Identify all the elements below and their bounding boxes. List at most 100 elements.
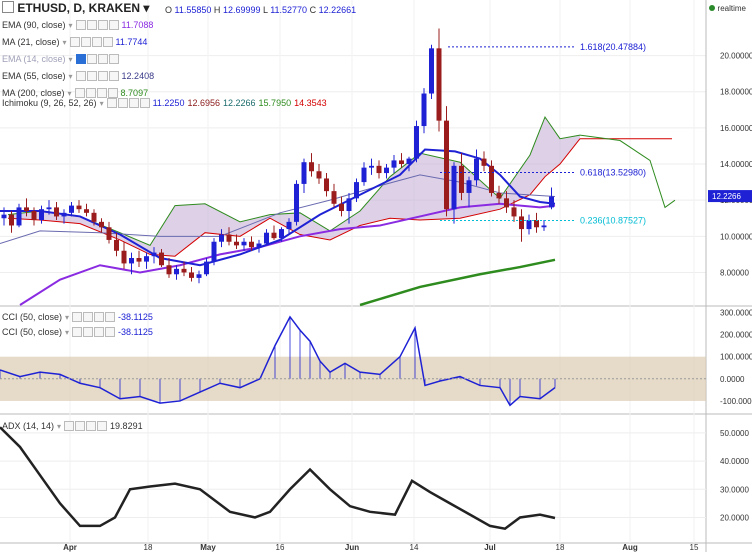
- candle-body: [136, 258, 142, 262]
- legend-controls[interactable]: [75, 54, 119, 64]
- price-tick-label: 18.00000: [720, 88, 752, 97]
- candle-body: [279, 229, 284, 239]
- candle-body: [361, 167, 367, 183]
- candle-body: [46, 207, 52, 210]
- candle-body: [9, 214, 14, 226]
- price-tick-label: 8.00000: [720, 268, 749, 277]
- candle-body: [106, 227, 112, 240]
- candle-body: [121, 250, 127, 264]
- price-tick-label: 16.00000: [720, 124, 752, 133]
- adx-tick-label: 20.0000: [720, 513, 749, 522]
- candle-body: [429, 48, 434, 94]
- candle-body: [24, 207, 29, 212]
- x-tick-label: 16: [276, 543, 285, 552]
- candle-body: [519, 216, 524, 230]
- candle-body: [436, 48, 442, 121]
- legend-ema14[interactable]: EMA (14, close) ▾: [2, 54, 119, 64]
- candle-body: [451, 165, 457, 210]
- legend-ichimoku[interactable]: Ichimoku (9, 26, 52, 26) ▾ 11.2250 12.6956…: [2, 98, 327, 108]
- candle-body: [309, 162, 314, 172]
- realtime-dot-icon: [708, 5, 715, 11]
- legend-ema55[interactable]: EMA (55, close) ▾ 12.2408: [2, 71, 155, 81]
- x-tick-label: 15: [690, 543, 699, 552]
- adx-tick-label: 30.0000: [720, 485, 749, 494]
- legend-controls[interactable]: [69, 37, 113, 47]
- candle-body: [496, 192, 502, 199]
- realtime-status: realtime: [708, 4, 746, 13]
- candle-body: [241, 241, 247, 246]
- ema90-line: [19, 202, 556, 306]
- candle-body: [91, 212, 97, 222]
- legend-controls[interactable]: [72, 327, 116, 337]
- candle-body: [354, 182, 359, 199]
- price-tick-label: 14.00000: [720, 160, 752, 169]
- candle-body: [189, 272, 194, 278]
- candle-body: [166, 265, 172, 275]
- x-tick-label: Apr: [63, 543, 77, 552]
- candle-body: [324, 178, 329, 192]
- last-price-badge-text: 12.2266: [712, 192, 741, 201]
- candle-body: [549, 196, 554, 208]
- candle-body: [174, 268, 179, 275]
- candle-body: [316, 171, 322, 179]
- candle-body: [376, 165, 382, 174]
- candle-body: [39, 209, 44, 221]
- cci-line: [0, 315, 556, 407]
- candle-body: [466, 180, 472, 193]
- candle-body: [489, 165, 494, 193]
- candle-body: [286, 221, 292, 230]
- x-tick-label: Jul: [484, 543, 496, 552]
- candle-body: [61, 212, 67, 217]
- candle-body: [151, 252, 157, 257]
- legend-ema90[interactable]: EMA (90, close) ▾ 11.7088: [2, 20, 154, 30]
- candle-body: [271, 232, 277, 239]
- candle-body: [339, 203, 344, 212]
- candle-body: [541, 225, 547, 228]
- chart-type-icon: [2, 1, 14, 13]
- candle-body: [114, 239, 119, 251]
- candle-body: [31, 211, 37, 221]
- candle-body: [414, 126, 419, 159]
- legend-adx[interactable]: ADX (14, 14) ▾ 19.8291: [2, 421, 143, 431]
- x-tick-label: May: [200, 543, 216, 552]
- candle-body: [76, 205, 82, 210]
- legend-cci-2[interactable]: CCI (50, close) ▾ -38.1125: [2, 327, 153, 337]
- candle-body: [346, 198, 352, 212]
- ma200-line: [359, 258, 556, 307]
- adx-line: [0, 426, 556, 531]
- candle-body: [144, 256, 149, 262]
- legend-controls[interactable]: [106, 98, 150, 108]
- symbol-title[interactable]: ETHUSD, D, KRAKEN ▾: [2, 1, 149, 15]
- candle-body: [406, 158, 412, 165]
- legend-controls[interactable]: [64, 421, 108, 431]
- candle-body: [511, 207, 517, 217]
- candle-body: [69, 205, 74, 213]
- candle-body: [391, 160, 397, 168]
- candle-body: [249, 241, 254, 248]
- fib-label: 1.618(20.47884): [580, 42, 646, 52]
- ohlc-readout: O 11.55850 H 12.69999 L 11.52770 C 12.22…: [165, 5, 357, 15]
- candle-body: [459, 165, 464, 193]
- legend-ma21[interactable]: MA (21, close) ▾ 11.7744: [2, 37, 148, 47]
- candle-body: [474, 158, 479, 181]
- fib-label: 0.618(13.52980): [580, 168, 646, 178]
- x-tick-label: 14: [410, 543, 419, 552]
- price-tick-label: 20.00000: [720, 52, 752, 61]
- legend-controls[interactable]: [75, 20, 119, 30]
- legend-cci-1[interactable]: CCI (50, close) ▾ -38.1125: [2, 312, 153, 322]
- cci-tick-label: 0.0000: [720, 375, 745, 384]
- legend-controls[interactable]: [74, 88, 118, 98]
- legend-ma200[interactable]: MA (200, close) ▾ 8.7097: [2, 88, 149, 98]
- candle-body: [129, 258, 134, 264]
- legend-controls[interactable]: [75, 71, 119, 81]
- x-tick-label: 18: [144, 543, 153, 552]
- last-price-badge: [708, 190, 752, 203]
- cci-tick-label: -100.0000: [720, 397, 752, 406]
- ichimoku-cloud: [8, 117, 580, 257]
- candle-body: [234, 241, 239, 246]
- legend-controls[interactable]: [72, 312, 116, 322]
- candle-body: [196, 274, 202, 278]
- candle-body: [99, 221, 104, 228]
- candle-body: [226, 234, 232, 242]
